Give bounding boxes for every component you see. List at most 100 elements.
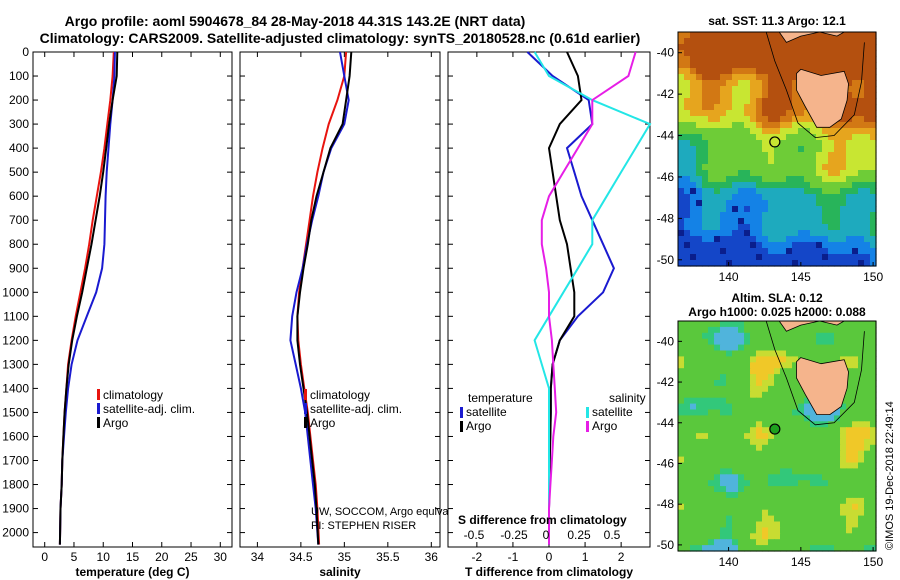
map-cell [804,188,811,195]
map-cell [846,170,853,177]
map-cell [768,248,775,255]
map-cell [786,509,793,517]
map-cell [858,104,865,111]
map-cell [756,134,763,141]
map-cell [858,32,865,39]
map-cell [714,503,721,511]
map-cell [828,164,835,171]
map-cell [822,533,829,540]
map-cell [834,68,841,75]
map-cell [726,486,733,493]
map-cell [690,134,697,141]
map-cell [756,176,763,183]
map-cell [738,527,745,534]
map-cell [786,515,793,523]
map-cell [822,344,829,352]
map-cell [720,218,727,225]
map-cell [702,427,709,434]
map-cell [828,427,835,434]
map-cell [870,80,877,87]
map-cell [828,56,835,63]
map-cell [840,146,847,153]
map-cell [846,38,853,45]
legend-label: climatology [310,388,370,402]
map-cell [684,254,691,261]
map-cell [708,230,715,237]
map-cell [768,62,775,69]
map-cell [780,515,787,523]
map-cell [708,415,715,422]
map-cell [774,104,781,111]
map-cell [852,170,859,177]
map-cell [702,450,709,458]
map-cell [840,158,847,165]
map-cell [738,380,745,387]
map-cell [846,206,853,213]
map-cell [702,206,709,213]
map-cell [690,450,697,458]
map-cell [750,332,757,340]
map-cell [792,110,799,117]
map-cell [750,385,757,393]
map-cell [840,44,847,51]
map-cell [780,56,787,63]
map-cell [744,44,751,51]
map-cell [684,397,691,405]
map-cell [714,260,721,267]
map-cell [774,80,781,87]
x-tick-label: 15 [126,550,140,564]
map-cell [756,415,763,422]
map-cell [846,545,853,552]
map-cell [714,338,721,346]
map-cell [852,456,859,464]
map-cell [810,200,817,207]
map-cell [846,218,853,225]
map-cell [792,242,799,249]
map-cell [720,433,727,440]
map-cell [792,92,799,99]
map-cell [738,122,745,129]
map-cell [774,480,781,487]
map-cell [774,362,781,369]
map-cell [726,480,733,487]
map-cell [792,182,799,189]
map-cell [792,68,799,75]
map-cell [684,468,691,475]
map-cell [726,521,733,528]
map-cell [762,438,769,446]
map-cell [804,456,811,464]
map-cell [762,74,769,81]
map-cell [852,344,859,352]
map-cell [678,236,685,243]
map-cell [834,350,841,357]
map-cell [780,212,787,219]
map-cell [744,170,751,177]
map-cell [762,527,769,534]
map-cell [738,450,745,458]
map-cell [810,480,817,487]
map-cell [762,128,769,135]
map-cell [678,326,685,334]
map-cell [852,368,859,375]
map-cell [714,56,721,63]
map-cell [840,56,847,63]
map-cell [798,116,805,123]
map-cell [786,356,793,363]
map-cell [768,338,775,346]
map-cell [834,158,841,165]
map-cell [690,474,697,481]
map-cell [798,188,805,195]
map-cell [744,74,751,81]
map-cell [822,158,829,165]
map-cell [678,415,685,422]
map-cell [792,397,799,405]
map-cell [810,356,817,363]
map-cell [678,545,685,552]
map-cell [762,176,769,183]
map-cell [864,92,871,99]
map-cell [834,164,841,171]
map-cell [846,356,853,363]
map-cell [696,98,703,105]
map-cell [690,164,697,171]
series-argo [296,51,353,545]
